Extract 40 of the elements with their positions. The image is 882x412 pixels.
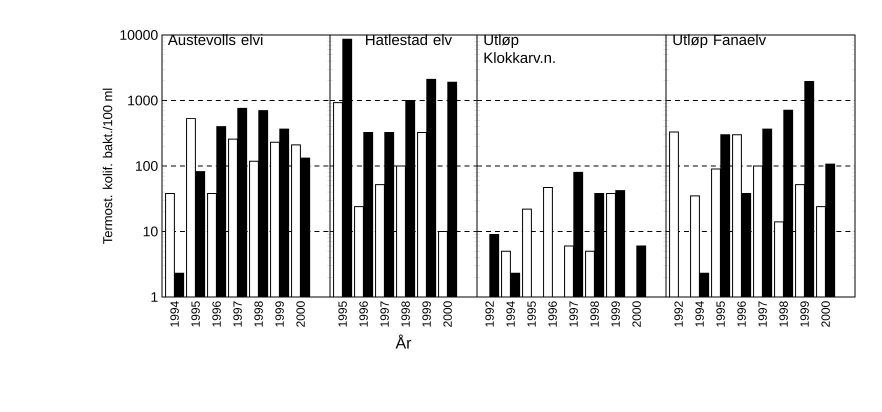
x-tick-label: 1998 xyxy=(590,301,599,327)
x-tick-label: 2000 xyxy=(296,301,305,327)
y-tick-label: 1000 xyxy=(128,96,158,106)
x-tick-label: 1994 xyxy=(170,301,179,327)
x-tick-label: 1995 xyxy=(716,301,725,327)
x-tick-label: 1992 xyxy=(674,301,683,327)
x-tick-label: 1997 xyxy=(233,301,242,327)
chart-title: Hatlestad elv xyxy=(366,34,452,46)
x-tick-label: 1999 xyxy=(422,301,431,327)
y-tick-label: 1 xyxy=(151,292,158,302)
y-axis-title: Termost. kolif. bakt./100 ml xyxy=(102,88,112,244)
x-tick-label: 1996 xyxy=(359,301,368,327)
x-tick-label: 1998 xyxy=(254,301,263,327)
x-tick-label: 2000 xyxy=(632,301,641,327)
x-tick-label: 1994 xyxy=(695,301,704,327)
x-tick-label: 2000 xyxy=(443,301,452,327)
x-tick-label: 1997 xyxy=(758,301,767,327)
x-axis-title: År xyxy=(396,334,412,348)
chart-title: Utløp Fanaelv xyxy=(673,34,766,48)
x-tick-label: 1992 xyxy=(485,301,494,327)
x-tick-label: 1997 xyxy=(569,301,578,327)
y-tick-label: 10000 xyxy=(120,30,158,40)
x-tick-label: 1995 xyxy=(527,301,536,327)
x-tick-label: 1999 xyxy=(275,301,284,327)
x-tick-label: 1994 xyxy=(506,301,515,327)
x-tick-label: 1999 xyxy=(611,301,620,327)
x-tick-label: 1998 xyxy=(779,301,788,327)
x-tick-label: 1996 xyxy=(212,301,221,327)
chart-title: Utløp Klokkarv.n. xyxy=(484,34,555,64)
x-tick-label: 1995 xyxy=(338,301,347,327)
x-tick-label: 1996 xyxy=(548,301,557,327)
x-tick-label: 2000 xyxy=(821,301,830,327)
x-tick-label: 1998 xyxy=(401,301,410,327)
y-tick-label: 10 xyxy=(144,226,158,236)
x-tick-label: 1996 xyxy=(737,301,746,327)
x-tick-label: 1997 xyxy=(380,301,389,327)
x-tick-label: 1999 xyxy=(800,301,809,327)
chart-title: Austevolls elvi xyxy=(168,34,262,46)
y-tick-label: 100 xyxy=(136,161,158,171)
x-tick-label: 1995 xyxy=(191,301,200,327)
